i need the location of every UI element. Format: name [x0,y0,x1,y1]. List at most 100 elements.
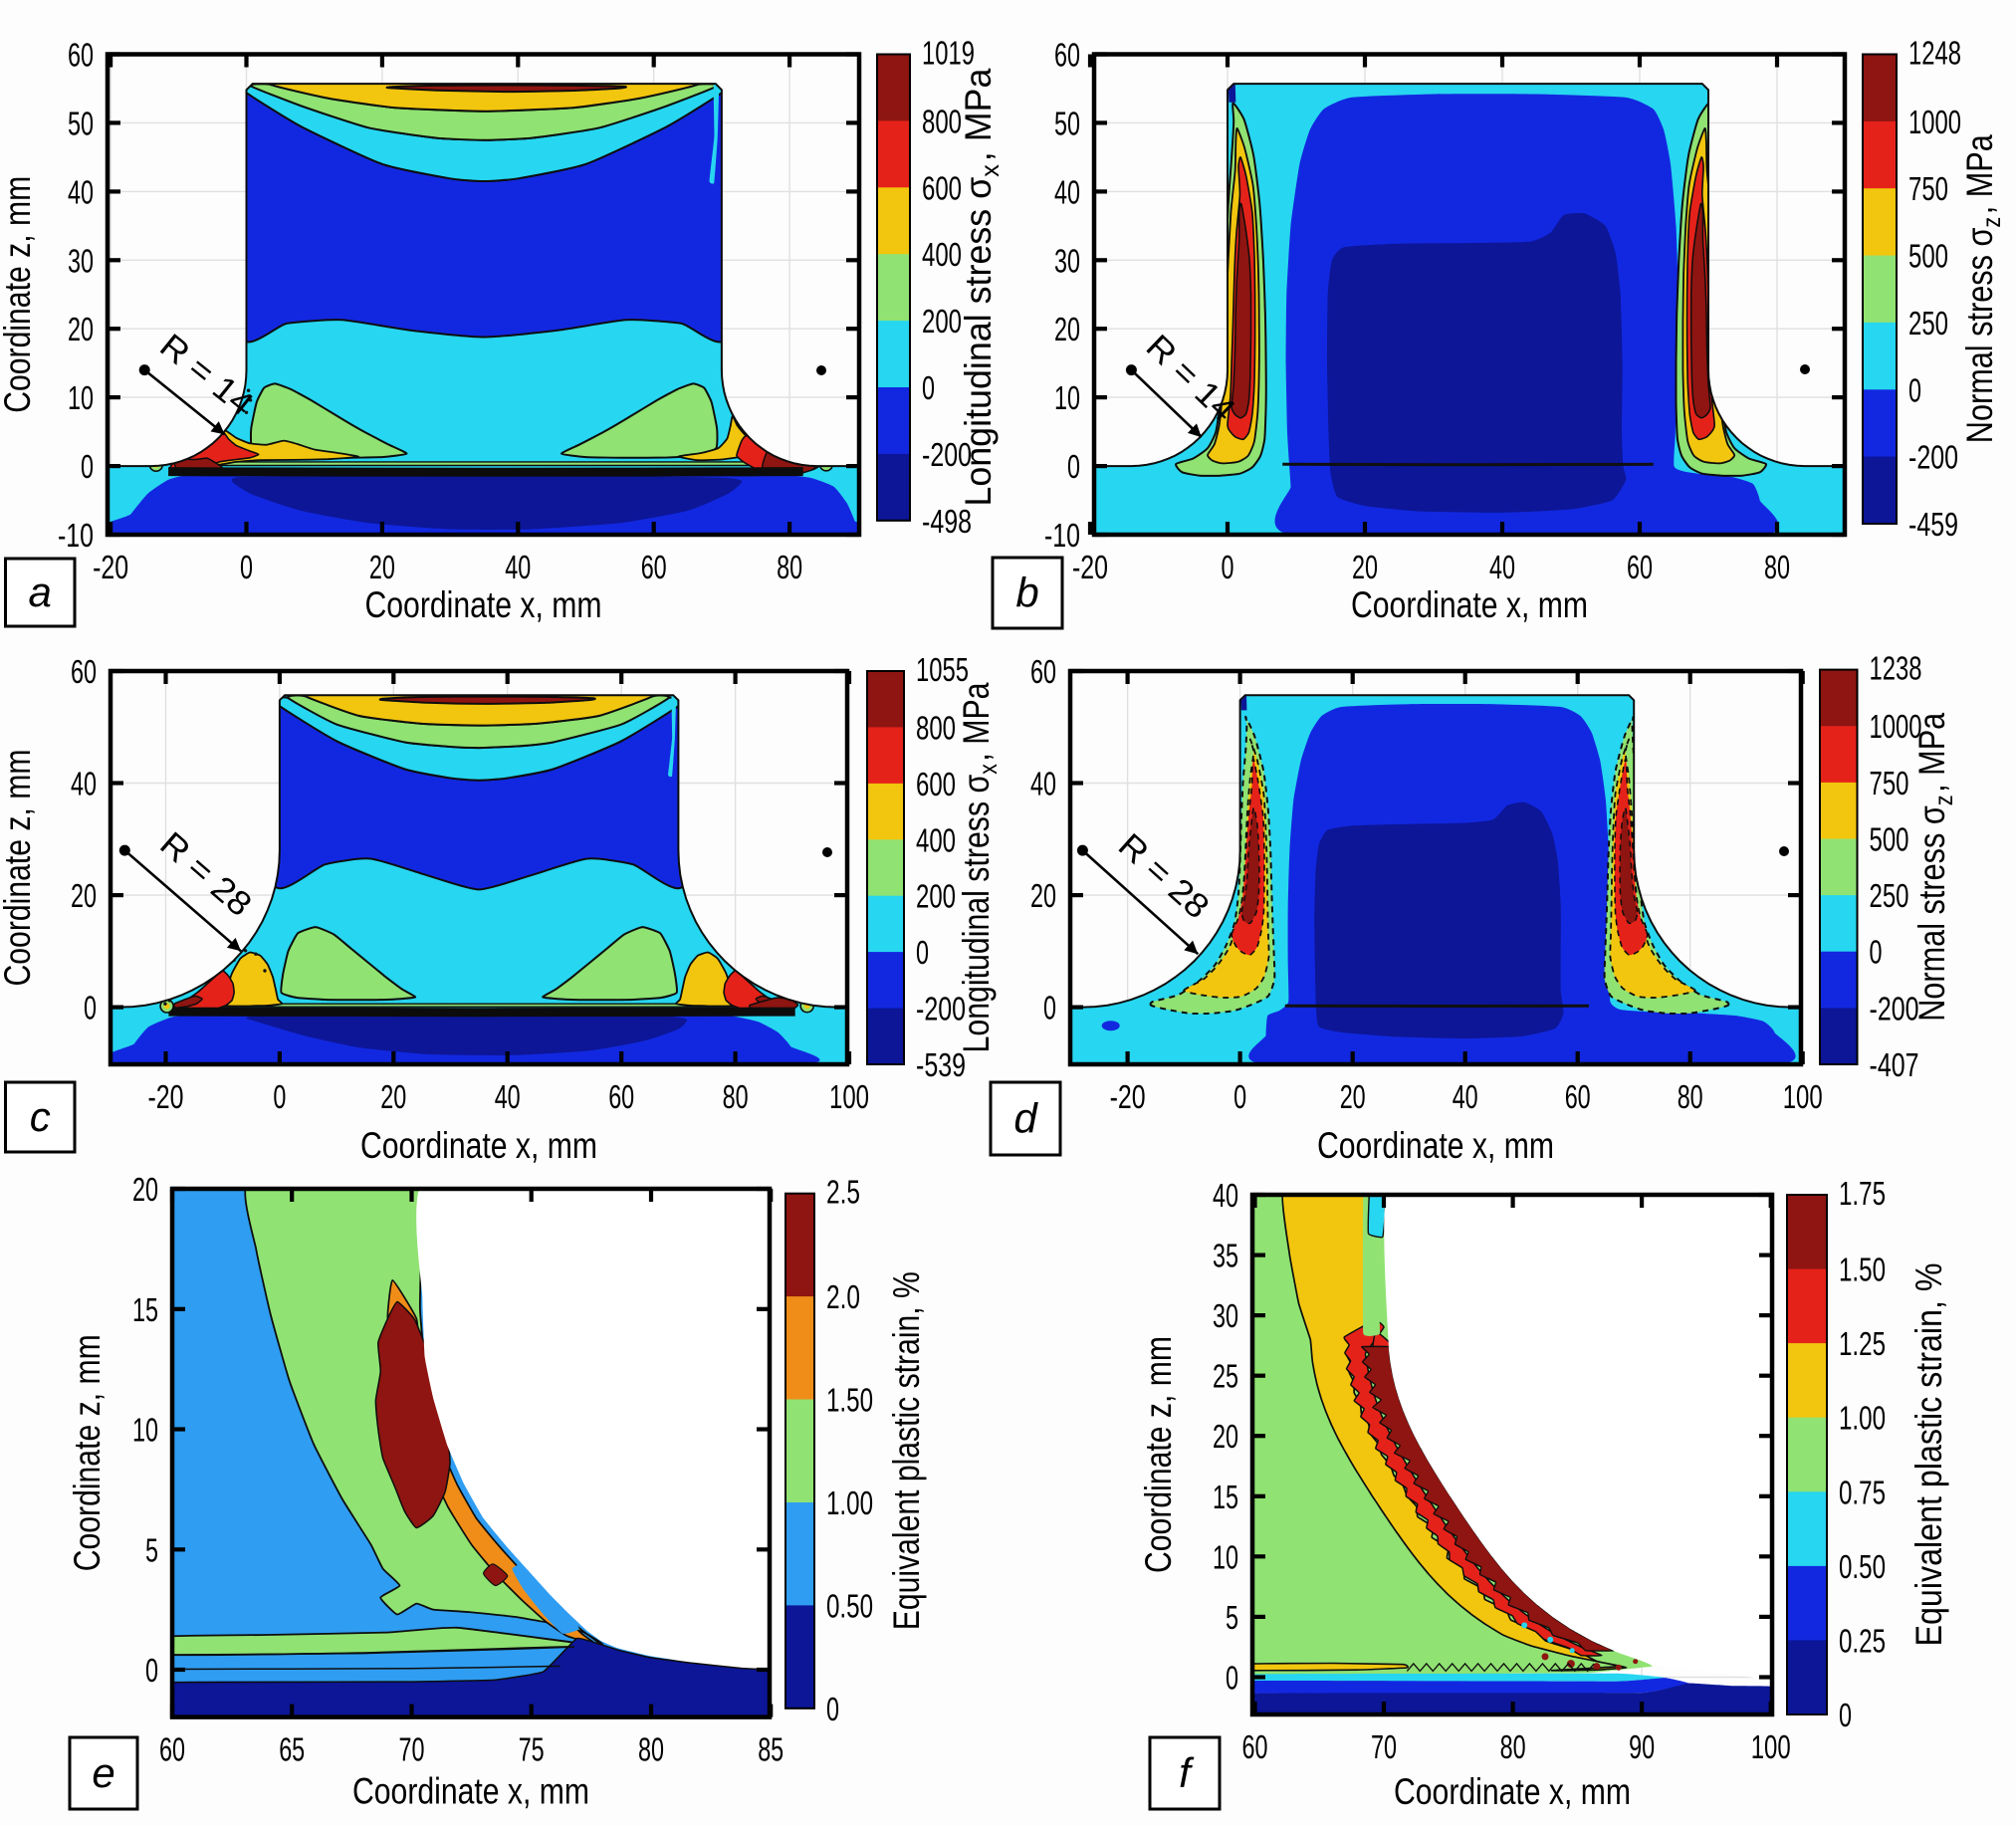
svg-text:d: d [1013,1095,1038,1142]
svg-text:70: 70 [1371,1728,1397,1765]
svg-text:0: 0 [1839,1697,1852,1733]
svg-text:30: 30 [1213,1297,1238,1334]
svg-text:50: 50 [1054,105,1080,141]
svg-text:-20: -20 [1110,1078,1146,1115]
svg-text:500: 500 [1870,821,1909,858]
svg-text:1.50: 1.50 [1839,1252,1886,1288]
svg-text:-20: -20 [93,549,128,585]
svg-text:1019: 1019 [922,35,975,72]
svg-text:250: 250 [1870,877,1909,914]
svg-text:80: 80 [1764,549,1790,585]
svg-text:500: 500 [1908,238,1948,275]
svg-text:Coordinate z, mm: Coordinate z, mm [67,1334,108,1571]
svg-text:Coordinate z, mm: Coordinate z, mm [1138,1336,1179,1573]
svg-text:Coordinate x, mm: Coordinate x, mm [1317,1125,1554,1166]
svg-text:-20: -20 [1072,549,1108,585]
svg-text:40: 40 [1030,766,1056,802]
svg-text:Coordinate x, mm: Coordinate x, mm [352,1771,589,1812]
svg-text:Equivalent plastic strain, %: Equivalent plastic strain, % [886,1271,927,1630]
svg-text:-407: -407 [1870,1046,1919,1083]
svg-text:20: 20 [1213,1418,1238,1455]
svg-text:0.50: 0.50 [1839,1548,1886,1585]
svg-text:60: 60 [641,549,667,585]
svg-text:20: 20 [380,1078,406,1115]
svg-text:Coordinate z, mm: Coordinate z, mm [0,750,38,987]
svg-text:90: 90 [1629,1728,1655,1765]
svg-text:Coordinate x, mm: Coordinate x, mm [1351,584,1588,625]
svg-text:-10: -10 [58,517,94,554]
svg-text:65: 65 [279,1731,305,1768]
svg-text:40: 40 [505,549,531,585]
svg-text:80: 80 [1500,1728,1526,1765]
svg-text:Normal stress σz , MPa: Normal stress σz , MPa [1911,712,1958,1021]
svg-text:15: 15 [1213,1479,1238,1515]
svg-text:200: 200 [916,878,956,915]
svg-text:Coordinate x, mm: Coordinate x, mm [360,1125,597,1166]
svg-text:400: 400 [916,821,956,858]
svg-text:b: b [1015,570,1038,616]
svg-text:60: 60 [1242,1728,1268,1765]
svg-text:10: 10 [1213,1538,1238,1575]
svg-text:-539: -539 [916,1046,966,1083]
svg-text:0: 0 [1226,1660,1238,1697]
svg-text:10: 10 [68,379,94,416]
svg-text:1.25: 1.25 [1839,1325,1886,1362]
svg-text:25: 25 [1213,1358,1238,1395]
svg-text:40: 40 [1054,173,1080,210]
svg-text:600: 600 [922,169,962,206]
svg-text:1000: 1000 [1908,104,1961,140]
svg-text:-200: -200 [922,436,972,473]
svg-text:5: 5 [145,1531,158,1568]
svg-text:0: 0 [1233,1078,1246,1115]
svg-text:75: 75 [519,1731,545,1768]
svg-text:0: 0 [240,549,253,585]
svg-text:800: 800 [922,103,962,139]
svg-text:250: 250 [1908,305,1948,342]
svg-text:-200: -200 [1870,990,1919,1027]
svg-text:0.75: 0.75 [1839,1474,1886,1510]
svg-text:750: 750 [1870,765,1909,801]
svg-text:80: 80 [1678,1078,1703,1115]
svg-text:0: 0 [916,934,929,971]
svg-text:60: 60 [71,653,97,690]
svg-text:0: 0 [922,369,935,406]
svg-text:1248: 1248 [1908,35,1961,72]
svg-text:20: 20 [1340,1078,1366,1115]
svg-text:0: 0 [1043,990,1056,1027]
svg-text:30: 30 [1054,242,1080,279]
svg-text:-10: -10 [1044,517,1080,554]
svg-text:1.50: 1.50 [826,1382,873,1419]
svg-text:Normal stress σz , MPa: Normal stress σz , MPa [1959,134,2006,443]
svg-text:-200: -200 [916,991,966,1027]
svg-text:20: 20 [68,311,94,347]
svg-text:Coordinate x, mm: Coordinate x, mm [365,584,602,625]
svg-text:60: 60 [1565,1078,1591,1115]
svg-text:80: 80 [723,1078,749,1115]
svg-text:40: 40 [1453,1078,1478,1115]
svg-text:-20: -20 [148,1078,184,1115]
svg-text:15: 15 [132,1291,158,1328]
svg-text:2.0: 2.0 [826,1278,860,1315]
svg-text:1000: 1000 [1870,708,1922,745]
svg-text:60: 60 [1030,653,1056,690]
svg-text:Longitudinal stress σx , MPa: Longitudinal stress σx , MPa [958,68,1005,506]
svg-text:0: 0 [1067,448,1080,485]
svg-text:70: 70 [399,1731,425,1768]
svg-text:60: 60 [159,1731,185,1768]
svg-text:200: 200 [922,303,962,340]
svg-text:40: 40 [1489,549,1515,585]
svg-text:30: 30 [68,242,94,279]
svg-text:0.50: 0.50 [826,1587,873,1624]
svg-text:1.00: 1.00 [1839,1400,1886,1437]
svg-text:20: 20 [1352,549,1378,585]
svg-text:40: 40 [71,766,97,802]
svg-text:0: 0 [81,448,94,485]
svg-text:800: 800 [916,709,956,746]
svg-text:80: 80 [638,1731,664,1768]
svg-text:0: 0 [84,990,97,1027]
svg-text:1.00: 1.00 [826,1484,873,1521]
svg-text:20: 20 [132,1171,158,1208]
svg-text:60: 60 [68,37,94,74]
svg-text:20: 20 [369,549,395,585]
svg-text:a: a [29,569,52,615]
